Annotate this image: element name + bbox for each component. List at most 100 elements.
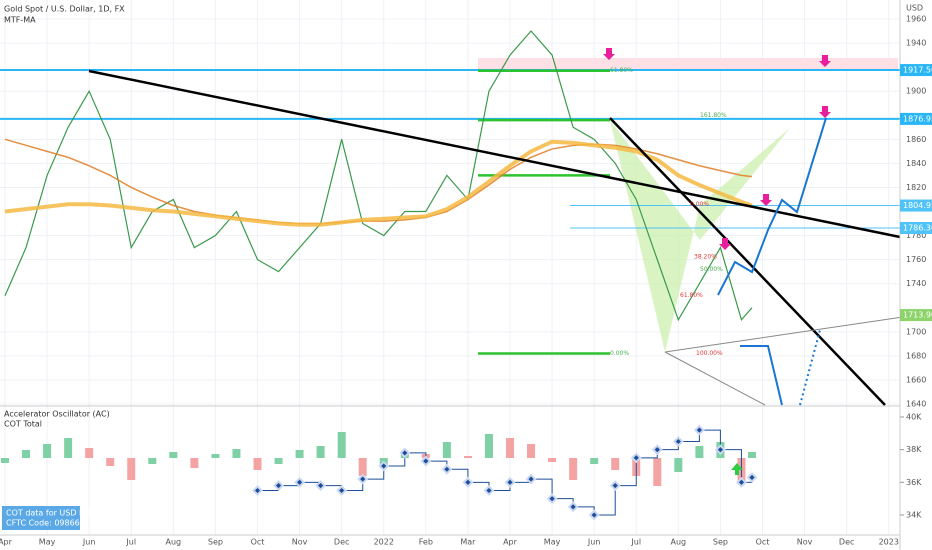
level-box [900,309,932,322]
y-tick-label: 1780 [906,231,926,240]
cot-point [715,444,726,456]
x-tick-label: May [544,538,561,547]
osc-bar [611,458,620,470]
cot-point [746,472,758,483]
annotation: 0.00% [690,201,709,208]
trendline [88,69,901,239]
osc-bar [106,458,115,466]
title: Gold Spot / U.S. Dollar, 1D, FX [4,5,125,14]
cot-point [672,436,684,447]
osc-bar [484,434,493,458]
cot-point [504,476,516,488]
cot-point [294,476,305,488]
cot-point [252,485,263,496]
y-tick-label: 1680 [906,351,926,360]
y2-tick-label: 38K [906,445,922,454]
osc-bar [316,446,325,458]
markers [603,48,831,250]
level-label: 1786.30 [903,223,932,232]
osc-bar [674,458,683,472]
oscillator-panel [1,416,904,521]
y-tick-label: 1700 [906,327,926,336]
cot-point [546,493,558,505]
cot-point [525,473,537,485]
cot-point [693,424,705,436]
projection [740,345,783,406]
annotation: 161.80% [700,112,727,119]
cot-point [651,444,663,456]
level-label: 1917.56 [903,66,932,75]
cot-point [399,447,411,459]
trendline [609,117,886,406]
osc-bar [22,450,31,458]
series-line [4,139,753,227]
osc-bar [548,458,557,462]
y2-tick-label: 36K [906,478,922,487]
zone [478,58,898,70]
grid [0,0,900,535]
y-tick-label: 1660 [906,375,926,384]
annotation: 100.00% [696,350,723,357]
x-tick-label: Apr [503,538,518,547]
cot-point [336,485,348,496]
trendline [664,351,766,406]
cot-point [567,501,579,513]
cot-point [378,460,390,472]
osc-bar [85,448,94,458]
y-tick-label: 1940 [906,39,926,48]
price-panel [4,30,753,322]
osc-bar [148,458,157,464]
cot-point [588,509,600,521]
x-tick-label: Nov [292,538,308,547]
y2-tick-label: 34K [906,511,922,520]
cot-point [736,476,747,488]
y-tick-label: 1740 [906,279,926,288]
osc-bar [190,458,199,468]
osc-bar [232,449,241,458]
x-tick-label: 2023 [879,538,899,547]
pattern [610,120,790,352]
osc-bar [274,458,283,464]
level-label: 1804.95 [903,201,932,210]
osc-bar [747,452,756,458]
annotation: 0.00% [610,350,629,357]
osc-bar [1,458,9,463]
note-box [2,506,80,530]
level-label: 1876.95 [903,114,932,123]
x-tick-label: Aug [671,538,687,547]
x-tick-label: Dec [334,538,349,547]
y-tick-label: 1900 [906,87,926,96]
projection [717,117,827,296]
osc-bar [169,452,178,458]
osc-bar [127,458,136,480]
level-box [900,221,932,234]
x-tick-label: Jul [125,538,136,547]
x-tick-label: Aug [166,538,182,547]
annotation: 38.20% [694,254,717,261]
y-tick-label: 1760 [906,255,926,264]
series-line [4,30,753,322]
y2-tick-label: 40K [906,413,922,422]
x-tick-label: Dec [839,538,854,547]
level-box [900,199,932,212]
osc-bar [653,458,662,486]
osc-bar [253,458,262,470]
cot-point [357,473,369,485]
osc-bar [43,444,52,458]
osc-bar [337,432,346,458]
x-tick-label: Apr [0,538,13,547]
y-tick-label: 1960 [906,15,926,24]
levels [0,69,900,355]
currency: USD [906,4,923,13]
x-tick-label: Sep [713,538,728,547]
osc-bar [64,438,73,458]
x-tick-label: Sep [208,538,223,547]
level-box [900,64,932,77]
note: CFTC Code: 098662 [6,519,85,528]
osc-bar [695,446,704,458]
cot-point [420,455,432,467]
x-tick-label: Jul [630,538,641,547]
x-tick-label: 2022 [374,538,394,547]
cot-point [630,452,642,464]
osc-bar [506,438,514,458]
